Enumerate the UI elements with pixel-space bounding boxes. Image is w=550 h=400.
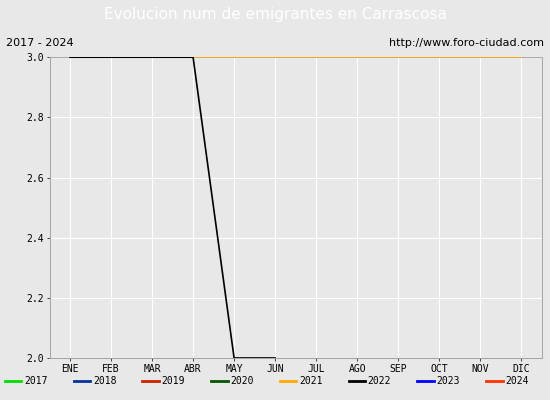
Text: 2019: 2019 [162, 376, 185, 386]
Text: Evolucion num de emigrantes en Carrascosa: Evolucion num de emigrantes en Carrascos… [103, 8, 447, 22]
Text: 2020: 2020 [230, 376, 254, 386]
Text: 2017 - 2024: 2017 - 2024 [6, 38, 73, 48]
Text: 2023: 2023 [437, 376, 460, 386]
Text: 2018: 2018 [93, 376, 116, 386]
Text: 2024: 2024 [505, 376, 529, 386]
Text: http://www.foro-ciudad.com: http://www.foro-ciudad.com [389, 38, 544, 48]
Text: 2017: 2017 [24, 376, 47, 386]
Text: 2022: 2022 [368, 376, 391, 386]
Text: 2021: 2021 [299, 376, 322, 386]
